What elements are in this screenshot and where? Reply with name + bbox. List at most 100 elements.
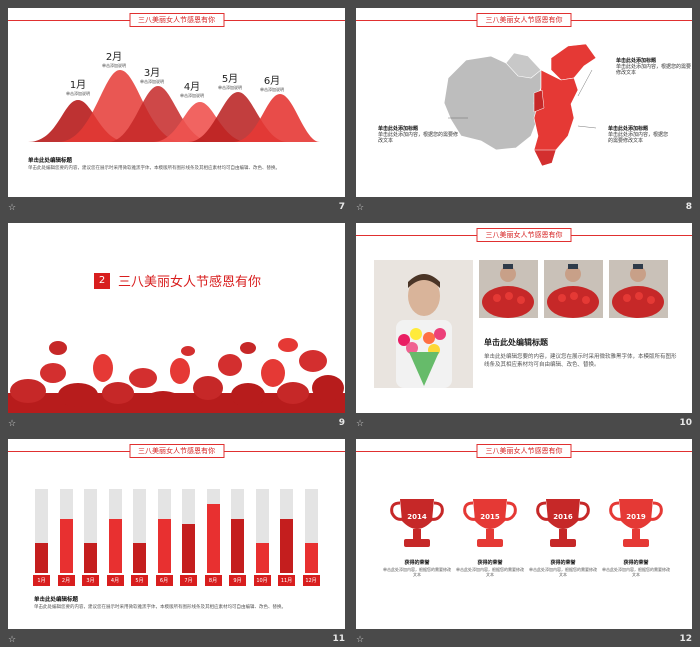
slide-11-strip: ☆ 11 [8, 632, 345, 647]
month-tick-label: 10月 [253, 575, 271, 586]
trophy-icon: 2014 [388, 495, 446, 553]
bar-track [84, 489, 97, 573]
bar [304, 543, 318, 573]
month-tick-label: 1月 [33, 575, 50, 586]
month-tick-label: 4月 [106, 575, 124, 586]
month-label-4: 4月 单击添加说明 [180, 82, 204, 98]
month-label-2: 2月 单击添加说明 [102, 52, 126, 68]
bar [255, 543, 269, 573]
slide-8-strip: ☆ 8 [356, 200, 692, 216]
bar-track [35, 489, 48, 573]
bar [84, 543, 97, 573]
month-label-1: 1月 单击添加说明 [66, 80, 90, 96]
slide-11-heading: 单击此处编辑标题 [34, 597, 79, 603]
slide-7-strip: ☆ 7 [8, 200, 345, 216]
bar [35, 543, 48, 573]
slide-7-heading: 单击此处编辑标题 [28, 158, 73, 164]
bar-track [157, 489, 171, 573]
slide-9-strip: ☆ 9 [8, 416, 345, 432]
star-icon: ☆ [8, 635, 17, 645]
star-icon: ☆ [356, 203, 365, 213]
monthly-bar-chart: 1月 2月 3月 4月 5月 6月 7月 8月 9月 10月 11月 12月 [8, 439, 345, 629]
bar [182, 523, 195, 573]
section-title-text: 三八美丽女人节感恩有你 [118, 275, 262, 290]
slide-10-heading: 单击此处编辑标题 [484, 338, 548, 347]
map-label-top-right: 单击此处添加标题 单击此处添加内容，根据您的需要修改文本 [616, 58, 692, 76]
bar-track [59, 489, 73, 573]
slide-header-title: 三八美丽女人节感恩有你 [476, 444, 572, 458]
star-icon: ☆ [356, 419, 365, 429]
slide-11-thumbnail[interactable]: 三八美丽女人节感恩有你 1月 2月 3月 4月 5月 6月 7月 8月 9月 10月 11月 12月 … [8, 439, 345, 629]
slide-number: 12 [679, 634, 692, 644]
bar [157, 518, 171, 573]
star-icon: ☆ [356, 635, 365, 645]
trophy-caption: 获得的荣誉 单击此处添加内容，根据您的需要修改文本 [602, 560, 670, 577]
bar-track [255, 489, 269, 573]
month-tick-label: 11月 [278, 575, 295, 586]
bar [133, 543, 146, 573]
month-label-3: 3月 单击添加说明 [140, 68, 164, 84]
bar-track [133, 489, 146, 573]
bar [59, 518, 73, 573]
month-tick-label: 7月 [180, 575, 197, 586]
slide-number: 8 [685, 202, 692, 212]
slide-number: 10 [679, 418, 692, 428]
trophy-caption: 获得的荣誉 单击此处添加内容，根据您的需要修改文本 [456, 560, 524, 577]
mountain-chart [28, 70, 320, 142]
slide-10-thumbnail[interactable]: 三八美丽女人节感恩有你 单击此处编辑标题 单击此处编辑您要的内容，建议您在展示时… [356, 223, 692, 413]
bar-track [206, 489, 220, 573]
bar [280, 518, 293, 573]
trophy-icon: 2016 [534, 495, 592, 553]
trophy-icon: 2019 [607, 495, 665, 553]
bar [206, 503, 220, 573]
man-with-roses-image-1 [479, 260, 538, 318]
china-map-icon [443, 43, 597, 167]
slide-11-body: 单击此处编辑您要的内容，建议您在展示时采用微软雅黑字体，本模版所有图形线条及其相… [34, 605, 286, 610]
trophy-icon: 2015 [461, 495, 519, 553]
month-tick-label: 8月 [204, 575, 222, 586]
slide-12-thumbnail[interactable]: 三八美丽女人节感恩有你 2014 2015 2016 2019 获得的荣誉 单击此… [356, 439, 692, 629]
slide-number: 11 [332, 634, 345, 644]
month-tick-label: 3月 [82, 575, 99, 586]
section-title: 2 三八美丽女人节感恩有你 [94, 271, 261, 290]
map-label-bottom-right: 单击此处添加标题 单击此处添加内容，根据您的需要修改文本 [608, 126, 669, 144]
slide-10-strip: ☆ 10 [356, 416, 692, 432]
map-label-left: 单击此处添加标题 单击此处添加内容，根据您的需要修改文本 [378, 126, 459, 144]
bar-track [280, 489, 293, 573]
slide-header-title: 三八美丽女人节感恩有你 [476, 228, 572, 242]
peak-6 [233, 94, 320, 142]
bar-track [182, 489, 195, 573]
slide-header-title: 三八美丽女人节感恩有你 [129, 444, 224, 458]
slide-7-body: 单击此处编辑您要的内容，建议您在展示时采用微软雅黑字体，本模版所有图形线条及其相… [28, 166, 280, 171]
month-tick-label: 2月 [57, 575, 75, 586]
star-icon: ☆ [8, 419, 17, 429]
month-tick-label: 5月 [131, 575, 148, 586]
slide-10-body: 单击此处编辑您要的内容，建议您在展示时采用微软雅黑字体，本模版所有图形线条及其相… [484, 354, 677, 368]
bar [108, 518, 122, 573]
slide-number: 7 [338, 202, 345, 212]
slide-12-strip: ☆ 12 [356, 632, 692, 647]
slide-8-thumbnail[interactable]: 三八美丽女人节感恩有你 单击此处添加标题 单击此处添加内容，根据您的需要修改文本 … [356, 8, 692, 197]
trophy-caption: 获得的荣誉 单击此处添加内容，根据您的需要修改文本 [383, 560, 451, 577]
rose-petals-image [8, 338, 345, 413]
section-number-badge: 2 [94, 272, 110, 289]
slide-header-title: 三八美丽女人节感恩有你 [476, 13, 572, 27]
month-tick-label: 9月 [229, 575, 246, 586]
month-label-6: 6月 单击添加说明 [260, 76, 284, 92]
slide-7-thumbnail[interactable]: 三八美丽女人节感恩有你 1月 单击添加说明 2月 单击添加说明 3月 单击添加说明 4… [8, 8, 345, 197]
slide-number: 9 [338, 418, 345, 428]
month-label-5: 5月 单击添加说明 [218, 74, 242, 90]
man-with-roses-image-3 [609, 260, 668, 318]
bar-track [304, 489, 318, 573]
man-with-tulips-image [374, 260, 473, 388]
trophy-caption: 获得的荣誉 单击此处添加内容，根据您的需要修改文本 [529, 560, 597, 577]
bar-track [108, 489, 122, 573]
month-tick-label: 12月 [302, 575, 320, 586]
bar-track [231, 489, 244, 573]
slide-header-title: 三八美丽女人节感恩有你 [129, 13, 224, 27]
bar [231, 518, 244, 573]
man-with-roses-image-2 [544, 260, 603, 318]
star-icon: ☆ [8, 203, 17, 213]
month-tick-label: 6月 [155, 575, 173, 586]
slide-9-thumbnail[interactable]: 2 三八美丽女人节感恩有你 [8, 223, 345, 413]
